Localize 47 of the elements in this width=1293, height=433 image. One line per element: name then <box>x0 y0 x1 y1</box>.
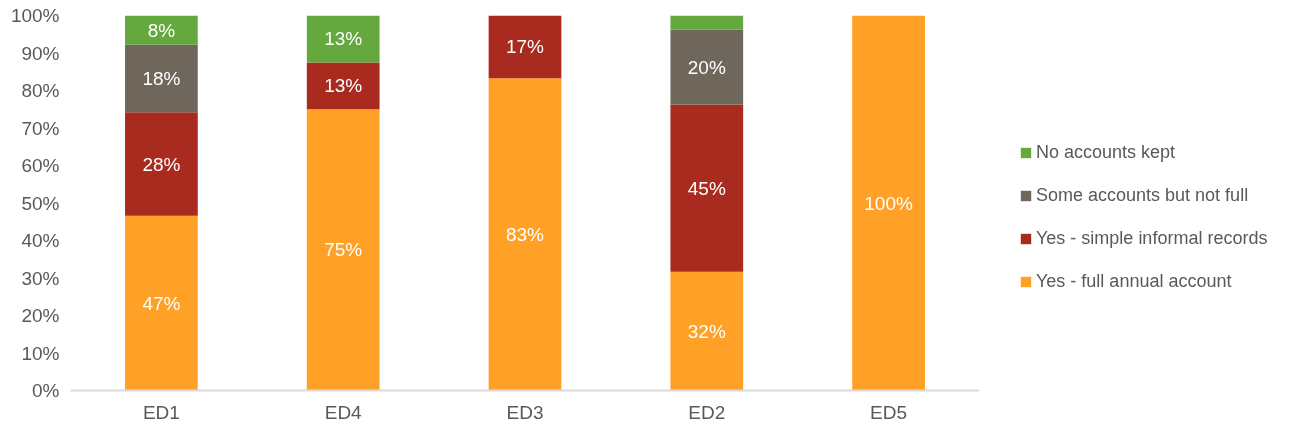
x-tick-label: ED2 <box>688 401 726 423</box>
data-label: 45% <box>687 177 726 199</box>
bar <box>488 15 562 79</box>
bar <box>125 215 198 391</box>
y-tick-label: 30% <box>21 267 60 289</box>
legend-label: Yes - simple informal records <box>1036 227 1268 249</box>
y-tick-label: 90% <box>21 42 60 64</box>
legend-label: Some accounts but not full <box>1036 184 1249 206</box>
data-label: 100% <box>864 192 913 214</box>
bar <box>488 78 562 391</box>
data-label: 20% <box>687 56 726 78</box>
data-label: 13% <box>324 28 363 50</box>
bar <box>852 15 925 391</box>
data-label: 13% <box>324 75 363 97</box>
legend-label: No accounts kept <box>1036 141 1176 163</box>
bar <box>306 15 380 63</box>
x-tick-label: ED1 <box>142 401 180 423</box>
x-tick-label: ED4 <box>324 401 363 423</box>
data-label: 28% <box>142 153 181 175</box>
bar <box>125 112 198 216</box>
data-label: 83% <box>505 223 545 245</box>
y-tick-label: 0% <box>32 380 60 401</box>
y-tick-label: 60% <box>21 155 60 176</box>
data-label: 47% <box>142 292 181 314</box>
y-tick-label: 20% <box>21 305 60 326</box>
y-tick-label: 70% <box>21 117 60 139</box>
data-label: 18% <box>142 68 181 89</box>
data-label: 8% <box>147 19 176 41</box>
bar <box>670 15 744 30</box>
data-label: 75% <box>324 239 363 261</box>
bar <box>125 44 198 113</box>
data-label: 32% <box>687 320 726 342</box>
bar <box>670 104 744 272</box>
y-tick-label: 50% <box>21 192 60 214</box>
bar <box>670 29 744 105</box>
y-tick-label: 100% <box>10 5 60 26</box>
bar <box>125 15 198 45</box>
y-tick-label: 80% <box>21 80 60 101</box>
bar <box>670 271 744 391</box>
legend-label: Yes - full annual account <box>1036 270 1232 292</box>
x-tick-label: ED3 <box>506 401 544 423</box>
y-tick-label: 40% <box>21 230 60 251</box>
y-tick-label: 10% <box>21 342 60 364</box>
bar <box>306 62 380 110</box>
x-tick-label: ED5 <box>870 401 908 423</box>
data-label: 17% <box>505 36 545 58</box>
bar <box>306 109 380 391</box>
